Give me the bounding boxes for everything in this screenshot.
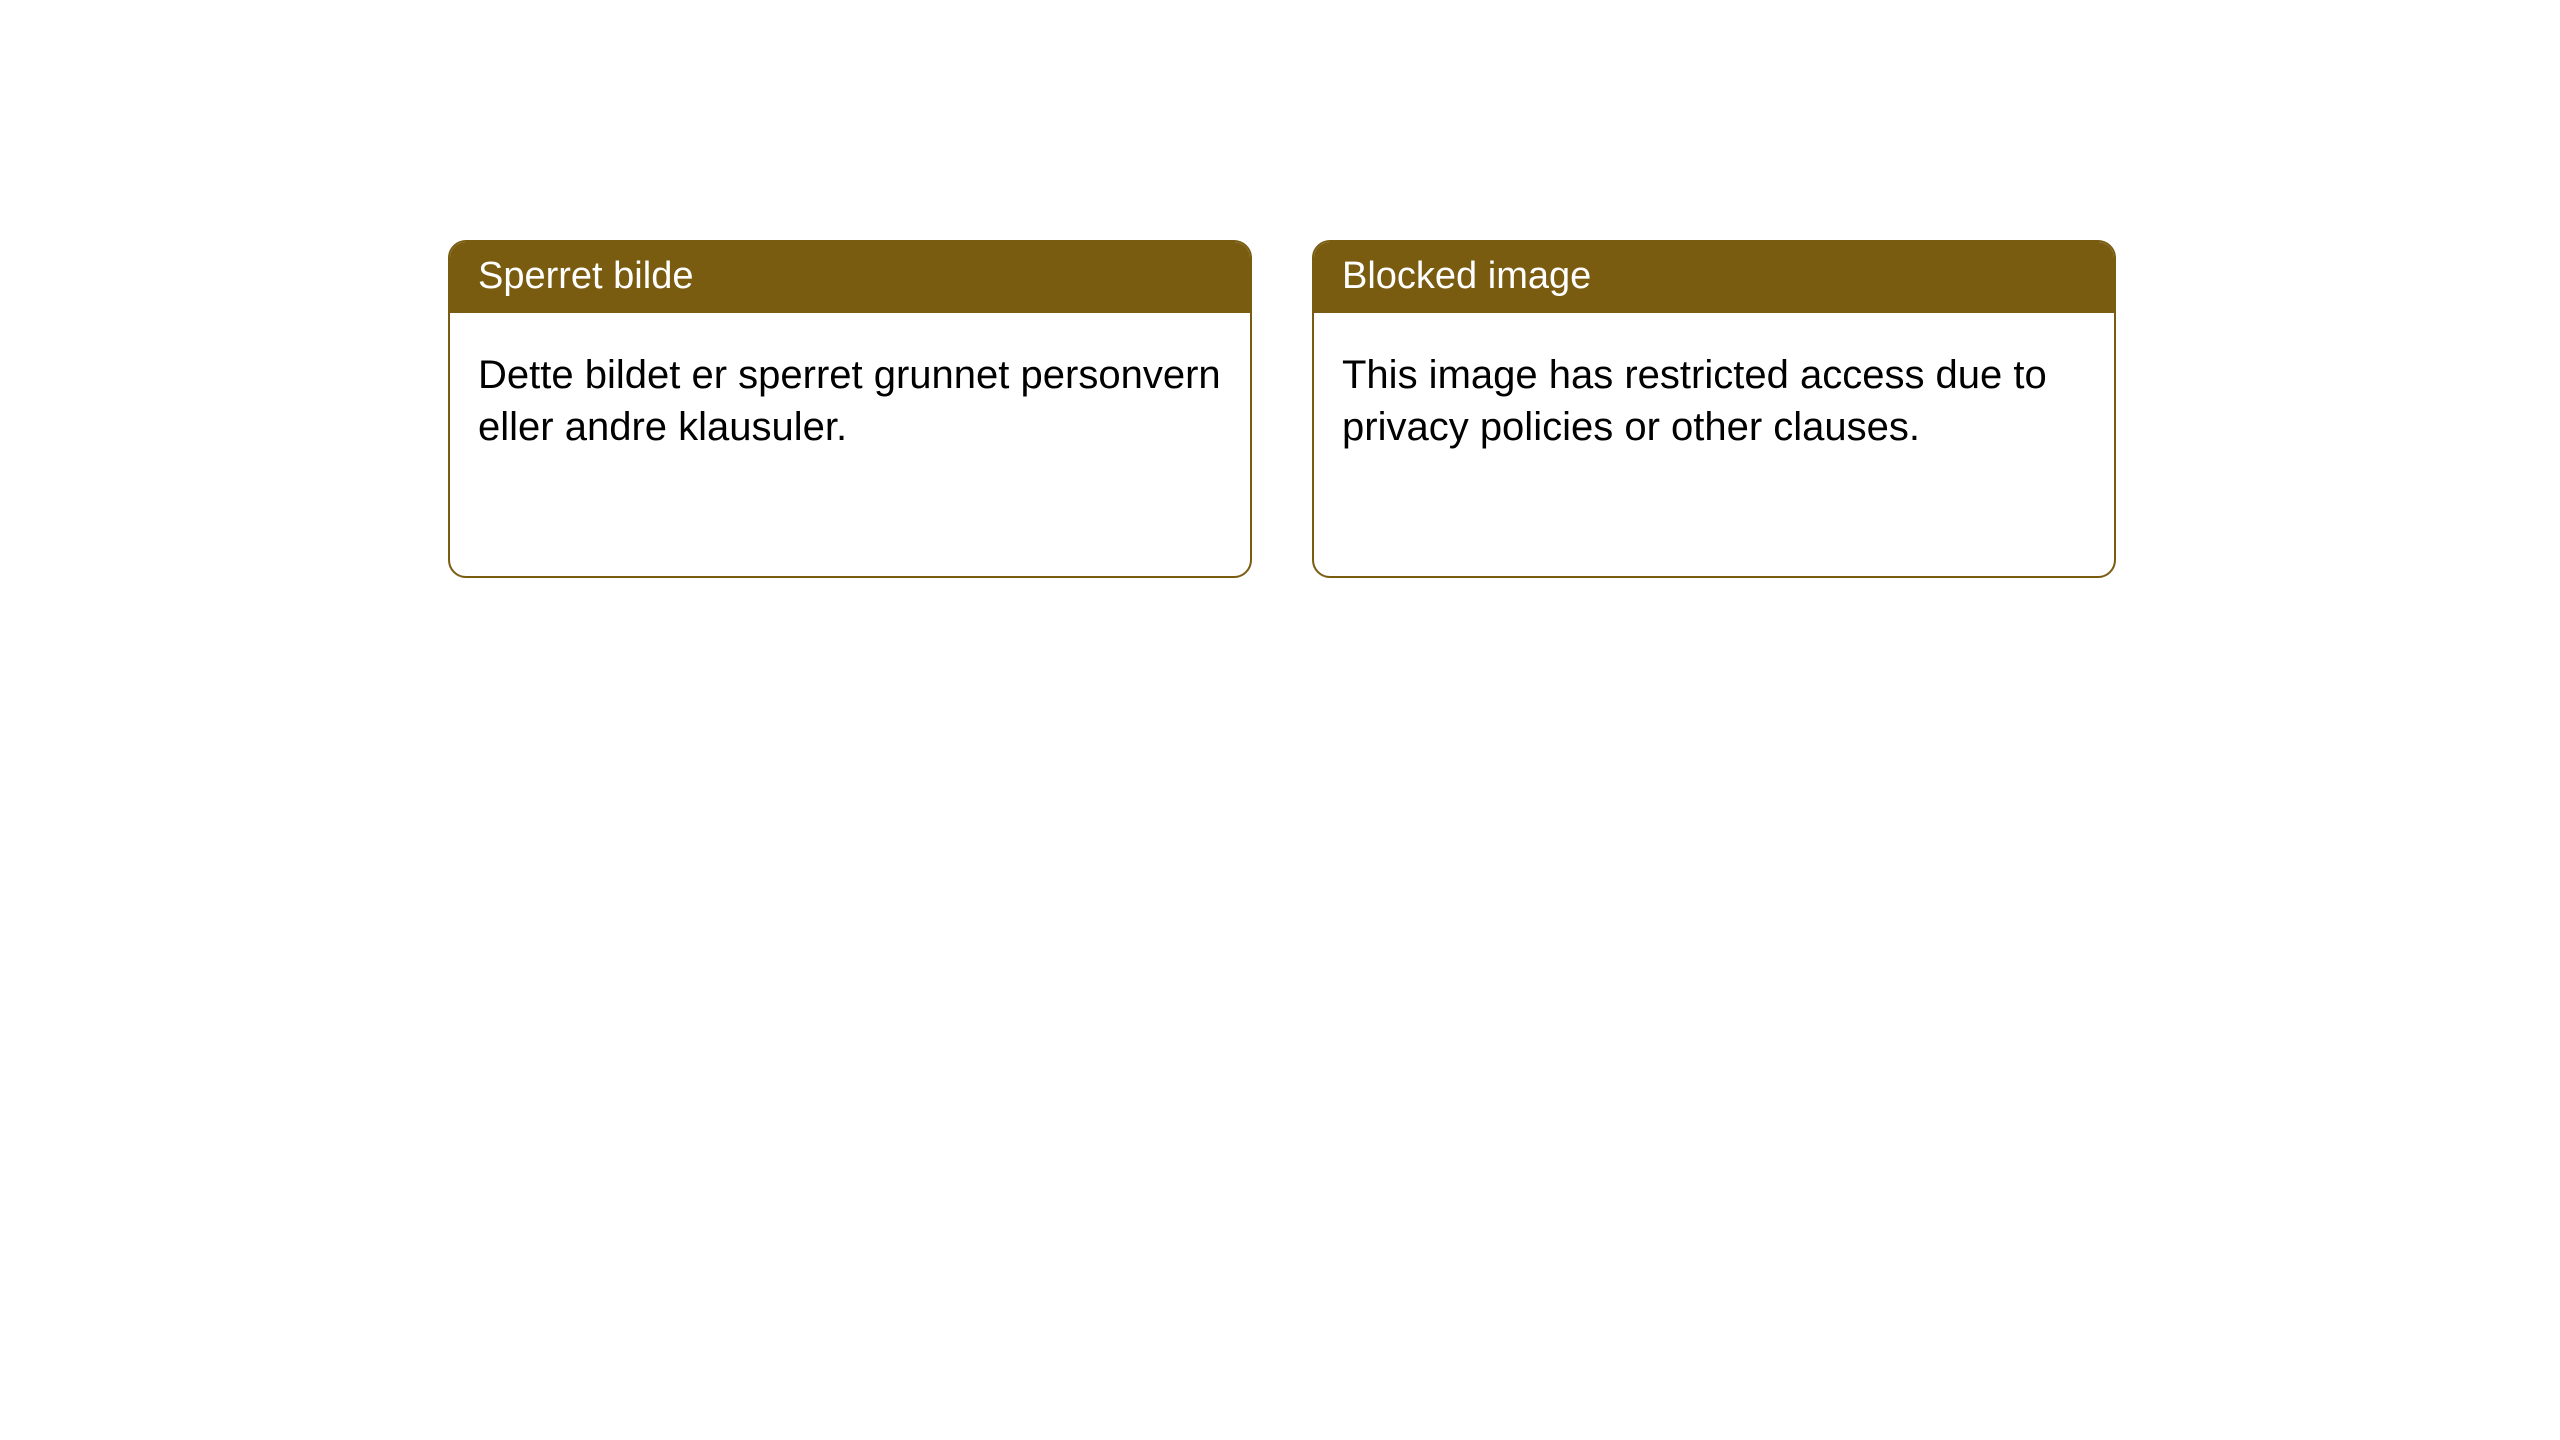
card-header: Sperret bilde <box>450 242 1250 313</box>
blocked-image-card-norwegian: Sperret bilde Dette bildet er sperret gr… <box>448 240 1252 578</box>
card-title: Sperret bilde <box>478 255 693 297</box>
blocked-image-card-english: Blocked image This image has restricted … <box>1312 240 2116 578</box>
card-body-text: Dette bildet er sperret grunnet personve… <box>478 353 1221 449</box>
card-body: This image has restricted access due to … <box>1314 313 2114 481</box>
card-body-text: This image has restricted access due to … <box>1342 353 2047 449</box>
card-header: Blocked image <box>1314 242 2114 313</box>
card-title: Blocked image <box>1342 255 1591 297</box>
cards-container: Sperret bilde Dette bildet er sperret gr… <box>0 0 2560 578</box>
card-body: Dette bildet er sperret grunnet personve… <box>450 313 1250 481</box>
